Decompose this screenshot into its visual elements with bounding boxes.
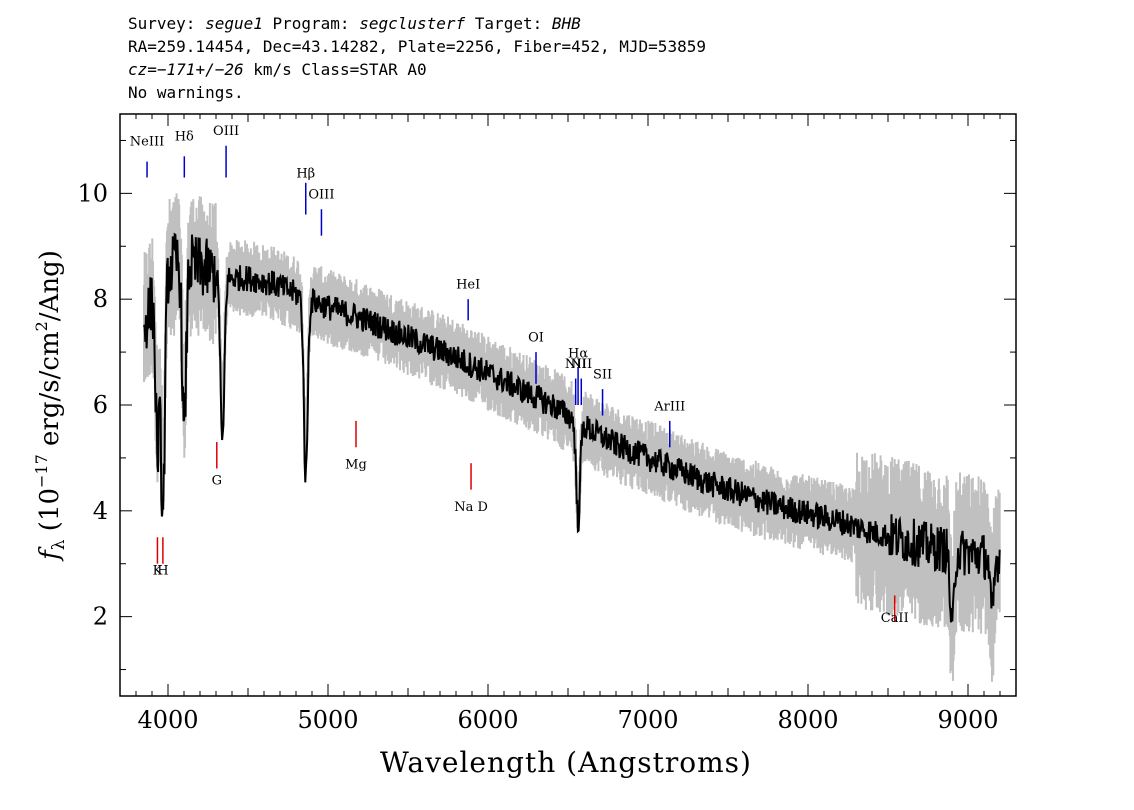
emission-line-label: Hδ <box>175 129 194 144</box>
emission-line-label: SII <box>593 368 612 383</box>
emission-line-label: OI <box>528 331 544 346</box>
y-tick-label: 8 <box>93 285 108 313</box>
survey-name: segue1 <box>205 14 263 33</box>
y-tick-label: 4 <box>93 497 108 525</box>
header-line-coordinates: RA=259.14454, Dec=43.14282, Plate=2256, … <box>128 37 706 56</box>
emission-line-label: Hβ <box>296 166 315 181</box>
x-tick-label: 6000 <box>457 706 518 734</box>
absorption-line-label: H <box>157 563 168 578</box>
y-tick-label: 2 <box>93 603 108 631</box>
target-name: BHB <box>551 14 581 33</box>
y-axis-label: fλ (10−17 erg/s/cm2/Ang) <box>32 250 69 562</box>
absorption-line-label: K <box>153 563 163 578</box>
emission-line-label: NII <box>570 357 592 372</box>
x-tick-label: 9000 <box>937 706 998 734</box>
emission-line-label: OIII <box>213 124 239 139</box>
header-line-redshift: cz=−171+/−26 km/s Class=STAR A0 <box>128 60 427 79</box>
absorption-line-label: CaII <box>881 611 909 626</box>
plot-area <box>143 193 1001 682</box>
header-line-survey: Survey: segue1 Program: segclusterf Targ… <box>128 14 581 33</box>
noise-band <box>143 193 1001 682</box>
x-tick-label: 4000 <box>137 706 198 734</box>
axes: 4000 5000 6000 7000 8000 9000 2 4 6 8 10 <box>77 113 1017 734</box>
line-markers: NeIII Hδ OIIIHβOIIIHeIOINIIHαNIISIIArIIIKH… <box>130 124 909 626</box>
plot-header: Survey: segue1 Program: segclusterf Targ… <box>128 12 706 104</box>
program-name: segclusterf <box>359 14 466 33</box>
absorption-line-label: G <box>212 473 222 488</box>
y-tick-label: 10 <box>77 179 108 207</box>
emission-line-label: NII <box>565 357 587 372</box>
x-axis-label: Wavelength (Angstroms) <box>380 746 752 779</box>
emission-line-label: OIII <box>308 188 334 203</box>
emission-line-label: ArIII <box>653 399 685 414</box>
y-tick-label: 6 <box>93 391 108 419</box>
x-tick-label: 7000 <box>617 706 678 734</box>
x-tick-label: 5000 <box>297 706 358 734</box>
emission-line-label: HeI <box>456 278 480 293</box>
absorption-line-label: Mg <box>345 457 367 472</box>
absorption-line-label: Na D <box>454 500 488 515</box>
emission-line-label: Hα <box>568 346 588 361</box>
cz-value: −171+/−26 <box>156 60 244 79</box>
flux-series <box>143 232 1001 623</box>
emission-line-label: NeIII <box>130 135 164 150</box>
x-tick-label: 8000 <box>777 706 838 734</box>
header-line-warnings: No warnings. <box>128 83 244 102</box>
